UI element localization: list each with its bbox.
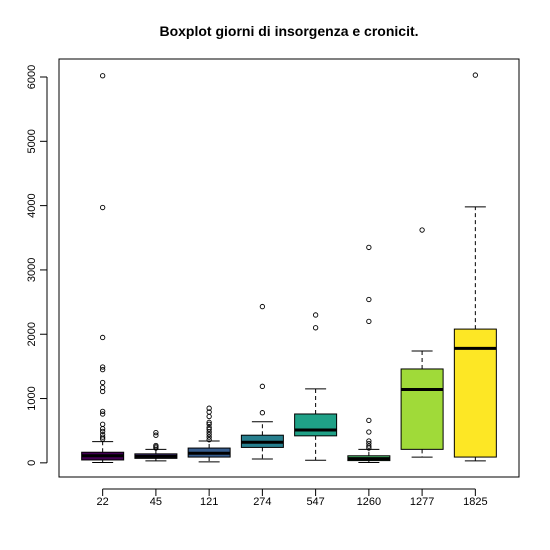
outlier-point: [100, 388, 106, 395]
outlier-point: [100, 408, 106, 415]
outlier-point: [366, 296, 372, 303]
outlier-point: [100, 426, 106, 432]
y-tick-label: 1000: [26, 386, 38, 410]
outlier-point: [206, 421, 212, 427]
box: [453, 328, 497, 458]
box-group: [134, 429, 178, 462]
outlier-point: [312, 312, 319, 318]
outlier-point: [206, 405, 212, 411]
boxes-layer: [81, 72, 497, 464]
outlier-point: [259, 303, 266, 310]
outlier-point: [206, 431, 212, 438]
box-group: [187, 405, 231, 463]
plot-frame: [58, 58, 520, 478]
x-tick-label: 547: [306, 496, 324, 508]
x-axis: 22 45 121 274 547 1260 1277 1825: [97, 488, 488, 508]
box-group: [294, 312, 338, 461]
x-tick-label: 45: [150, 496, 162, 508]
y-tick-label: 0: [26, 460, 38, 466]
outlier-point: [100, 428, 106, 434]
outlier-point: [100, 366, 106, 373]
y-tick-label: 2000: [26, 322, 38, 346]
outlier-point: [153, 445, 159, 451]
outlier-point: [259, 383, 266, 389]
outlier-point: [100, 411, 106, 417]
box-group: [347, 244, 391, 464]
outlier-point: [100, 421, 106, 427]
outlier-point: [100, 379, 106, 386]
outlier-point: [366, 417, 372, 424]
outlier-point: [419, 227, 425, 233]
box-group: [81, 73, 125, 464]
outlier-point: [366, 438, 372, 444]
x-tick-label: 274: [253, 496, 271, 508]
outlier-point: [206, 434, 212, 440]
outlier-point: [206, 426, 212, 433]
x-tick-label: 22: [97, 496, 109, 508]
outlier-point: [100, 73, 106, 79]
outlier-point: [100, 436, 106, 442]
outlier-point: [206, 429, 212, 435]
outlier-point: [100, 364, 106, 370]
outlier-point: [100, 334, 106, 341]
y-tick-label: 4000: [26, 193, 38, 217]
outlier-point: [366, 445, 372, 451]
outlier-point: [206, 437, 212, 443]
x-tick-label: 121: [200, 496, 218, 508]
outlier-point: [366, 443, 372, 449]
y-tick-label: 5000: [26, 129, 38, 153]
box-group: [240, 303, 284, 460]
x-tick-label: 1825: [463, 496, 487, 508]
outlier-point: [153, 429, 159, 436]
outlier-point: [259, 410, 266, 416]
outlier-point: [100, 384, 106, 391]
outlier-point: [472, 72, 478, 78]
outlier-point: [100, 204, 106, 211]
y-axis: 0 1000 2000 3000 4000 5000 6000: [26, 65, 48, 466]
x-tick-label: 1260: [357, 496, 381, 508]
outlier-point: [312, 325, 319, 331]
outlier-point: [153, 432, 159, 438]
outlier-point: [206, 413, 212, 420]
box-group: [400, 227, 444, 458]
outlier-point: [366, 318, 372, 325]
outlier-point: [100, 434, 106, 440]
box-group: [453, 72, 497, 462]
y-tick-label: 6000: [26, 65, 38, 89]
y-tick-label: 3000: [26, 258, 38, 282]
box: [294, 413, 338, 437]
outlier-point: [366, 244, 372, 251]
x-tick-label: 1277: [410, 496, 434, 508]
chart-title: Boxplot giorni di insorgenza e cronicit.: [159, 23, 418, 39]
outlier-point: [366, 429, 372, 435]
outlier-point: [206, 419, 212, 425]
box: [400, 368, 444, 450]
